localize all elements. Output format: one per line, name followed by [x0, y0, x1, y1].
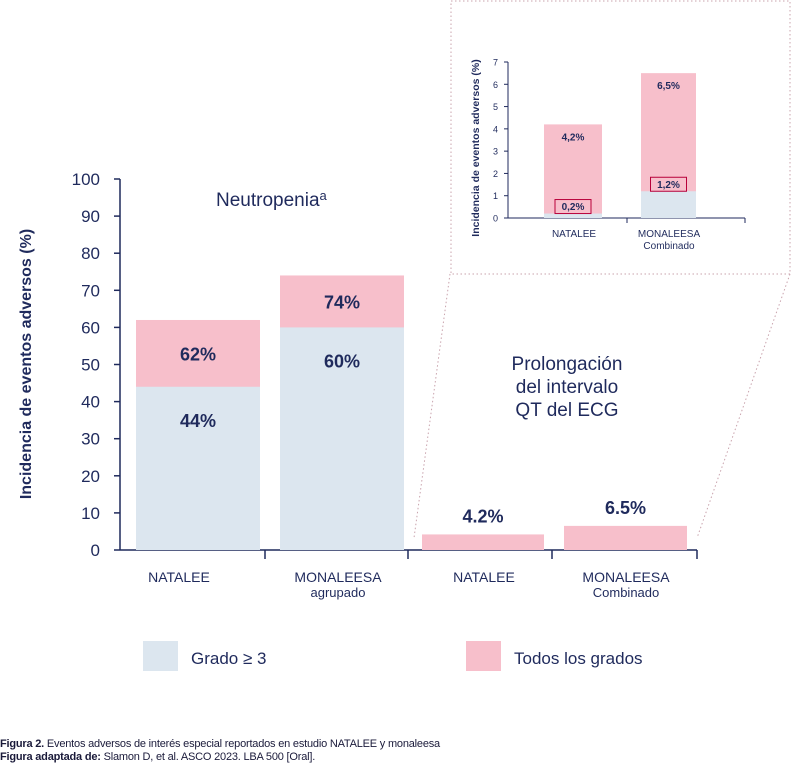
bar-all-grades	[564, 525, 687, 550]
data-label-all-grades: 62%	[180, 344, 216, 364]
y-tick-label: 70	[81, 281, 100, 300]
x-category-label: NATALEE	[148, 569, 210, 585]
inset-bar-grade3	[641, 191, 696, 218]
neutropenia-footnote-mark: a	[320, 188, 328, 203]
legend-label: Todos los grados	[514, 649, 643, 668]
inset-bar-all-grades	[544, 124, 602, 218]
inset-x-category-label: MONALEESA	[638, 229, 701, 240]
figure-caption-label: Figura 2.	[0, 738, 45, 750]
bar-all-grades	[422, 534, 544, 550]
inset-data-label-grade3: 0,2%	[562, 202, 585, 213]
y-tick-label: 90	[81, 207, 100, 226]
y-tick-label: 0	[91, 541, 100, 560]
y-tick-label: 100	[72, 170, 100, 189]
y-tick-label: 60	[81, 318, 100, 337]
data-label-grade3: 44%	[180, 411, 216, 431]
chart-figure: Incidencia de eventos adversos (%)010203…	[18, 0, 791, 671]
inset-grade3-label-box	[554, 199, 592, 215]
inset-y-tick-label: 6	[493, 80, 498, 90]
inset-y-axis-label: Incidencia de eventos adversos (%)	[470, 59, 482, 236]
group-title-qt-line-2: del intervalo	[516, 377, 618, 398]
group-title-neutropenia: Neutropeniaa	[216, 188, 328, 211]
inset-frame	[450, 0, 791, 275]
figure-caption-line-1: Figura 2. Eventos adversos de interés es…	[0, 738, 440, 750]
y-tick-label: 50	[81, 356, 100, 375]
legend-label: Grado ≥ 3	[191, 649, 266, 668]
x-category-label: NATALEE	[453, 569, 515, 585]
inset-x-category-label: NATALEE	[552, 229, 596, 240]
y-tick-label: 10	[81, 504, 100, 523]
inset-bar-grade3	[544, 213, 602, 218]
inset-data-label-grade3: 1,2%	[657, 180, 680, 191]
inset-y-tick-label: 5	[493, 102, 498, 112]
bar-grade3	[136, 386, 260, 550]
x-category-label: MONALEESA	[294, 569, 382, 585]
data-label-all-grades: 74%	[324, 292, 360, 312]
group-title-qt-line-1: Prolongación	[512, 354, 623, 375]
y-tick-label: 40	[81, 393, 100, 412]
inset-grade3-label-box	[650, 176, 687, 192]
data-label-all-grades: 6.5%	[605, 498, 646, 518]
figure-caption-text: Eventos adversos de interés especial rep…	[44, 738, 440, 750]
data-label-all-grades: 4.2%	[462, 506, 503, 526]
group-title-qt-line-3: QT del ECG	[515, 400, 618, 421]
y-tick-label: 80	[81, 244, 100, 263]
y-tick-label: 30	[81, 430, 100, 449]
x-category-sublabel: Combinado	[593, 585, 660, 600]
y-axis-label: Incidencia de eventos adversos (%)	[18, 229, 35, 499]
x-category-label: MONALEESA	[582, 569, 670, 585]
inset-data-label-all-grades: 6,5%	[657, 81, 680, 92]
figure-source-label: Figura adaptada de:	[0, 751, 101, 763]
bar-grade3	[280, 327, 404, 550]
inset-x-category-sublabel: Combinado	[643, 241, 695, 252]
inset-y-tick-label: 3	[493, 147, 498, 157]
data-label-grade3: 60%	[324, 351, 360, 371]
inset-y-tick-label: 1	[493, 191, 498, 201]
inset-y-tick-label: 0	[493, 214, 498, 224]
inset-data-label-all-grades: 4,2%	[562, 132, 585, 143]
figure-source-line: Figura adaptada de: Slamon D, et al. ASC…	[0, 751, 315, 763]
zoom-connector-line	[696, 273, 791, 539]
inset-y-tick-label: 2	[493, 169, 498, 179]
inset-y-tick-label: 4	[493, 124, 498, 134]
legend-swatch	[466, 641, 501, 671]
x-category-sublabel: agrupado	[311, 585, 366, 600]
zoom-connector-line	[413, 273, 451, 539]
legend-swatch	[143, 641, 178, 671]
inset-y-tick-label: 7	[493, 58, 498, 68]
y-tick-label: 20	[81, 467, 100, 486]
figure-source-text: Slamon D, et al. ASCO 2023. LBA 500 [Ora…	[100, 751, 316, 763]
